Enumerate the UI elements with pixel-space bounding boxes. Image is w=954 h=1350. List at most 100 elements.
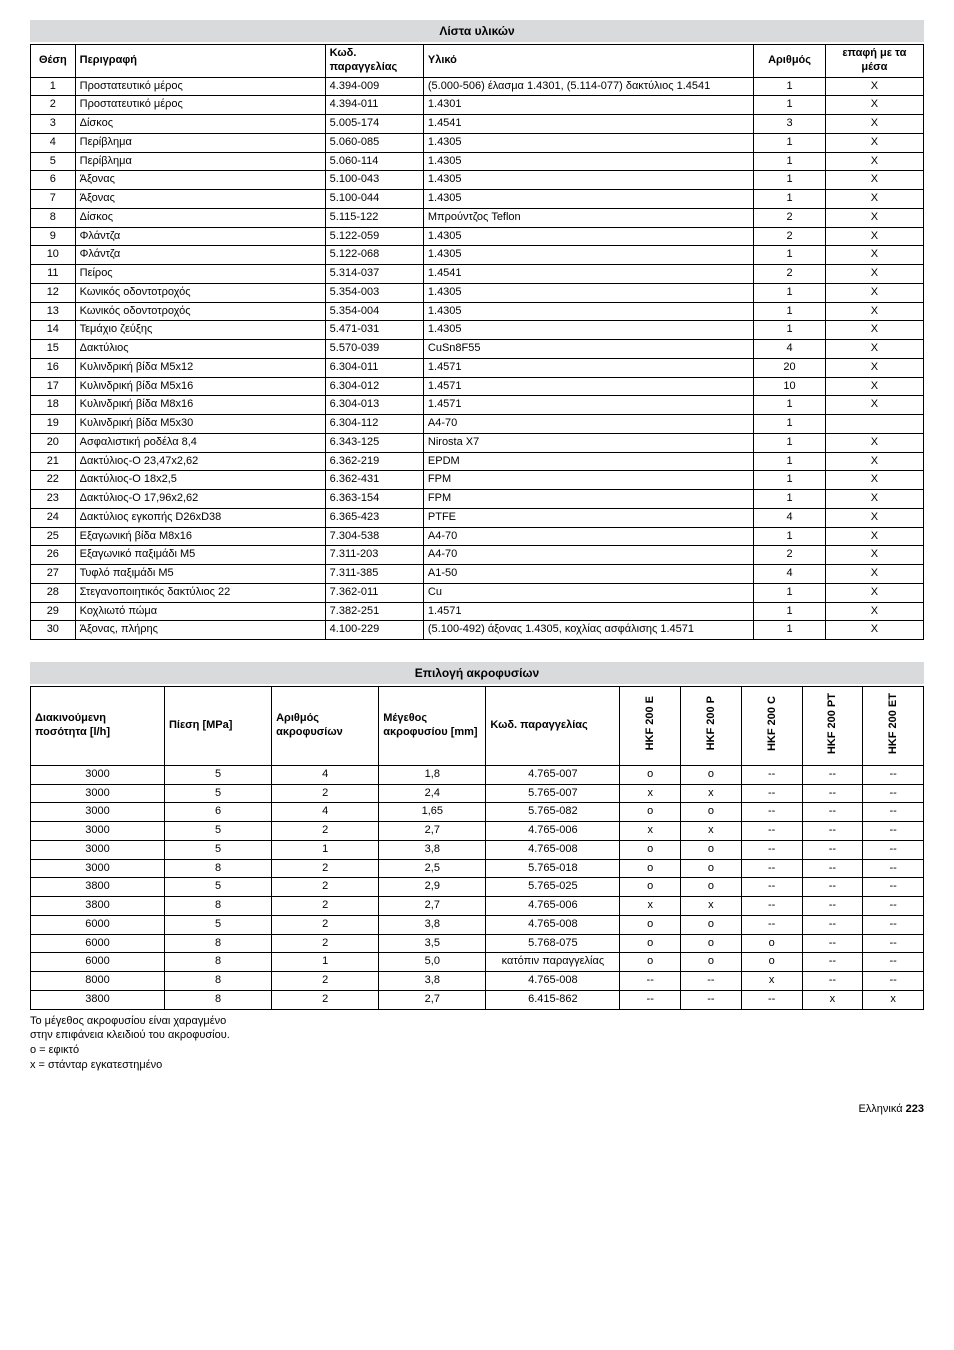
table-row: 3000513,84.765-008oo------ xyxy=(31,840,924,859)
cell-code: 5.765-007 xyxy=(486,784,620,803)
cell-c: -- xyxy=(741,840,802,859)
cell-c: -- xyxy=(741,859,802,878)
table-row: 5Περίβλημα5.060-1141.43051X xyxy=(31,152,924,171)
cell-desc: Δακτύλιος-O 23,47x2,62 xyxy=(75,452,325,471)
cell-pos: 18 xyxy=(31,396,76,415)
table-row: 3800822,76.415-862------xx xyxy=(31,990,924,1009)
table-row: 8000823,84.765-008----x---- xyxy=(31,972,924,991)
cell-e: o xyxy=(620,878,681,897)
cell-size: 2,9 xyxy=(379,878,486,897)
cell-pos: 5 xyxy=(31,152,76,171)
cell-code: 5.115-122 xyxy=(325,208,423,227)
cell-count: 2 xyxy=(272,990,379,1009)
cell-pos: 15 xyxy=(31,340,76,359)
cell-qty: 1 xyxy=(754,471,825,490)
cell-c: x xyxy=(741,972,802,991)
cell-e: o xyxy=(620,859,681,878)
cell-qty: 20 xyxy=(754,358,825,377)
cell-pressure: 5 xyxy=(164,765,271,784)
cell-code: 6.362-219 xyxy=(325,452,423,471)
table-row: 24Δακτύλιος εγκοπής D26xD386.365-423PTFE… xyxy=(31,508,924,527)
table-row: 3Δίσκος5.005-1741.45413X xyxy=(31,115,924,134)
cell-material: 1.4305 xyxy=(423,283,753,302)
cell-code: 7.311-203 xyxy=(325,546,423,565)
ncol-et: HKF 200 ET xyxy=(863,687,924,766)
table-row: 19Κυλινδρική βίδα M5x306.304-112A4-701 xyxy=(31,415,924,434)
ncol-c: HKF 200 C xyxy=(741,687,802,766)
cell-desc: Εξαγωνική βίδα M8x16 xyxy=(75,527,325,546)
cell-pt: -- xyxy=(802,840,863,859)
col-desc: Περιγραφή xyxy=(75,45,325,78)
cell-pos: 26 xyxy=(31,546,76,565)
cell-c: -- xyxy=(741,784,802,803)
cell-pos: 17 xyxy=(31,377,76,396)
cell-e: o xyxy=(620,765,681,784)
parts-header-row: Θέση Περιγραφή Κωδ. παραγγελίας Υλικό Αρ… xyxy=(31,45,924,78)
cell-material: A1-50 xyxy=(423,565,753,584)
cell-qty: 1 xyxy=(754,583,825,602)
cell-contact: X xyxy=(825,565,923,584)
cell-material: FPM xyxy=(423,490,753,509)
table-row: 12Κωνικός οδοντοτροχός5.354-0031.43051X xyxy=(31,283,924,302)
cell-desc: Άξονας xyxy=(75,190,325,209)
cell-size: 1,8 xyxy=(379,765,486,784)
cell-code: 7.311-385 xyxy=(325,565,423,584)
cell-desc: Κυλινδρική βίδα M5x16 xyxy=(75,377,325,396)
cell-contact: X xyxy=(825,265,923,284)
cell-c: -- xyxy=(741,878,802,897)
cell-desc: Ασφαλιστική ροδέλα 8,4 xyxy=(75,433,325,452)
table-row: 2Προστατευτικό μέρος4.394-0111.43011X xyxy=(31,96,924,115)
cell-qty: 1 xyxy=(754,415,825,434)
table-row: 3800822,74.765-006xx------ xyxy=(31,897,924,916)
cell-code: 4.765-008 xyxy=(486,840,620,859)
cell-contact: X xyxy=(825,546,923,565)
cell-flow: 3000 xyxy=(31,840,165,859)
ncol-p: HKF 200 P xyxy=(681,687,742,766)
cell-flow: 6000 xyxy=(31,915,165,934)
cell-pressure: 6 xyxy=(164,803,271,822)
cell-pressure: 8 xyxy=(164,934,271,953)
cell-contact: X xyxy=(825,471,923,490)
cell-pt: -- xyxy=(802,784,863,803)
cell-c: o xyxy=(741,934,802,953)
note-line: x = στάνταρ εγκατεστημένο xyxy=(30,1058,924,1073)
cell-size: 2,7 xyxy=(379,822,486,841)
cell-desc: Κοχλιωτό πώμα xyxy=(75,602,325,621)
cell-size: 5,0 xyxy=(379,953,486,972)
cell-size: 2,7 xyxy=(379,990,486,1009)
ncol-flow: Διακινούμενη ποσότητα [l/h] xyxy=(31,687,165,766)
cell-contact xyxy=(825,415,923,434)
cell-e: x xyxy=(620,897,681,916)
cell-p: o xyxy=(681,765,742,784)
cell-e: o xyxy=(620,953,681,972)
cell-contact: X xyxy=(825,621,923,640)
page-footer: Ελληνικά 223 xyxy=(30,1103,924,1115)
cell-pos: 7 xyxy=(31,190,76,209)
cell-material: 1.4305 xyxy=(423,321,753,340)
cell-contact: X xyxy=(825,133,923,152)
table-row: 6000815,0κατόπιν παραγγελίαςooo---- xyxy=(31,953,924,972)
cell-pos: 28 xyxy=(31,583,76,602)
cell-pos: 8 xyxy=(31,208,76,227)
footer-page: 223 xyxy=(906,1103,924,1115)
cell-qty: 10 xyxy=(754,377,825,396)
col-code: Κωδ. παραγγελίας xyxy=(325,45,423,78)
cell-flow: 8000 xyxy=(31,972,165,991)
cell-flow: 3800 xyxy=(31,990,165,1009)
cell-code: 5.314-037 xyxy=(325,265,423,284)
cell-pt: -- xyxy=(802,953,863,972)
note-line: στην επιφάνεια κλειδιού του ακροφυσίου. xyxy=(30,1028,924,1043)
cell-count: 2 xyxy=(272,915,379,934)
cell-contact: X xyxy=(825,396,923,415)
cell-et: -- xyxy=(863,972,924,991)
cell-et: -- xyxy=(863,878,924,897)
cell-qty: 2 xyxy=(754,227,825,246)
table-row: 23Δακτύλιος-O 17,96x2,626.363-154FPM1X xyxy=(31,490,924,509)
cell-pressure: 8 xyxy=(164,897,271,916)
note-line: o = εφικτό xyxy=(30,1043,924,1058)
cell-c: -- xyxy=(741,897,802,916)
cell-pressure: 5 xyxy=(164,822,271,841)
cell-p: o xyxy=(681,934,742,953)
cell-code: 4.765-006 xyxy=(486,897,620,916)
cell-contact: X xyxy=(825,190,923,209)
